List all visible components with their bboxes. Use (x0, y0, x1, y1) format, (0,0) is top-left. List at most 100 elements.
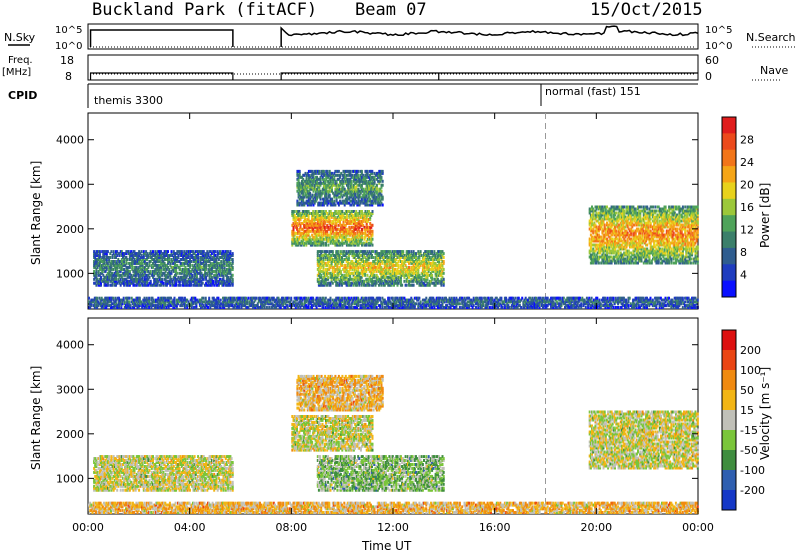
echo-cell (333, 201, 336, 205)
echo-cell (401, 273, 404, 277)
echo-cell (294, 217, 297, 221)
echo-cell (415, 273, 417, 277)
echo-cell (388, 250, 391, 254)
echo-cell (352, 175, 355, 179)
echo-cell (307, 219, 310, 223)
echo-cell (123, 281, 126, 285)
echo-cell (409, 269, 412, 273)
echo-cell (593, 239, 596, 243)
echo-cell (341, 273, 343, 277)
echo-cell (383, 261, 386, 265)
echo-cell (364, 243, 367, 247)
echo-cell (352, 169, 355, 173)
echo-cell (367, 283, 370, 287)
echo-cell (118, 261, 121, 265)
echo-cell (368, 261, 371, 265)
echo-cell (594, 217, 597, 221)
echo-cell (338, 283, 341, 287)
echo-cell (387, 250, 390, 254)
echo-cell (603, 225, 606, 229)
echo-cell (592, 261, 595, 265)
echo-cell (142, 265, 145, 269)
echo-cell (356, 171, 359, 175)
echo-cell (609, 213, 612, 217)
echo-cell (320, 265, 323, 269)
echo-cell (370, 181, 373, 185)
echo-cell (365, 173, 368, 177)
echo-cell (131, 254, 134, 257)
echo-cell (199, 260, 202, 263)
echo-cell (324, 279, 327, 283)
echo-cell (349, 191, 352, 195)
echo-cell (350, 212, 353, 215)
echo-cell (112, 277, 115, 281)
echo-cell (426, 263, 429, 267)
echo-cell (359, 179, 362, 183)
echo-cell (589, 249, 592, 253)
echo-cell (428, 273, 431, 277)
echo-cell (390, 256, 393, 259)
echo-cell (102, 258, 105, 261)
echo-cell (347, 177, 350, 181)
echo-cell (116, 263, 119, 267)
echo-cell (360, 269, 363, 273)
echo-cell (100, 258, 102, 261)
echo-cell (344, 189, 347, 193)
echo-cell (207, 279, 210, 283)
echo-cell (411, 279, 414, 283)
echo-cell (612, 207, 615, 211)
echo-cell (592, 249, 595, 253)
echo-cell (608, 217, 611, 221)
echo-cell (198, 250, 201, 254)
echo-cell (323, 213, 326, 217)
echo-cell (304, 193, 307, 197)
echo-cell (321, 210, 324, 213)
echo-cell (297, 185, 300, 189)
echo-cell (313, 183, 316, 187)
echo-cell (186, 260, 189, 263)
echo-cell (333, 217, 336, 221)
echo-cell (413, 271, 416, 275)
echo-cell (594, 255, 597, 259)
echo-cell (345, 252, 348, 256)
echo-cell (371, 273, 373, 277)
echo-cell (194, 250, 197, 254)
echo-cell (134, 279, 137, 283)
echo-cell (321, 171, 324, 175)
echo-cell (229, 279, 232, 283)
echo-cell (309, 229, 312, 233)
echo-cell (217, 283, 220, 287)
echo-cell (419, 275, 422, 279)
echo-cell (327, 173, 330, 177)
echo-cell (318, 215, 321, 219)
echo-cell (593, 221, 596, 225)
echo-cell (123, 273, 126, 277)
echo-cell (423, 277, 425, 281)
echo-cell (399, 277, 402, 281)
echo-cell (337, 203, 340, 207)
echo-cell (142, 256, 145, 259)
echo-cell (314, 225, 317, 229)
echo-cell (118, 252, 121, 256)
echo-cell (332, 173, 335, 177)
echo-cell (326, 273, 328, 277)
echo-cell (603, 245, 606, 249)
echo-cell (169, 271, 172, 275)
echo-cell (320, 252, 323, 256)
echo-cell (601, 247, 604, 251)
echo-cell (372, 273, 375, 277)
echo-cell (375, 183, 378, 187)
echo-cell (351, 235, 354, 239)
echo-cell (379, 279, 382, 283)
echo-cell (180, 258, 183, 261)
echo-cell (430, 263, 432, 267)
echo-cell (412, 279, 415, 283)
echo-cell (184, 273, 187, 277)
echo-cell (179, 258, 182, 261)
echo-cell (178, 271, 181, 275)
echo-cell (405, 254, 408, 257)
echo-cell (304, 210, 307, 213)
echo-cell (306, 191, 309, 195)
echo-cell (128, 283, 131, 287)
echo-cell (316, 258, 319, 261)
